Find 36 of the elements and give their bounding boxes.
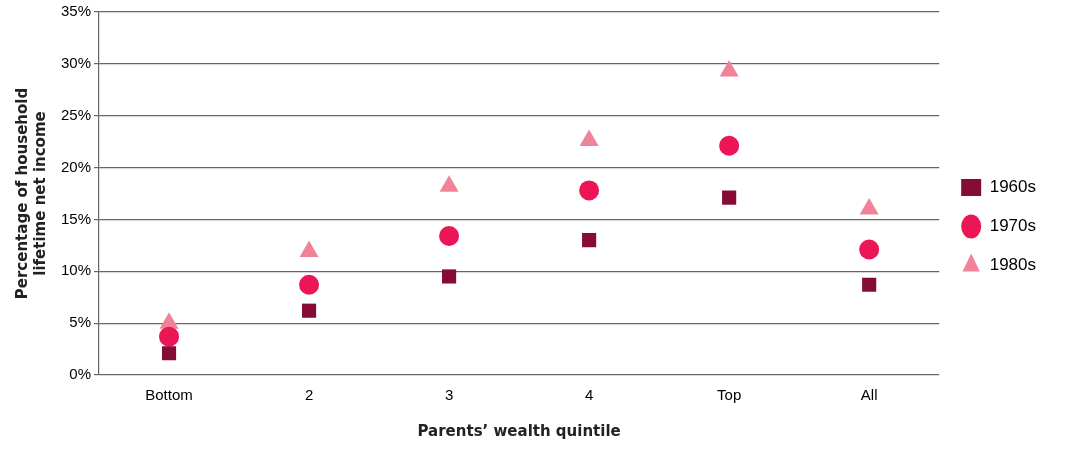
y-tick-label: 25% (60, 105, 92, 123)
point (579, 180, 600, 201)
x-tick-label: 2 (304, 386, 314, 404)
point (862, 277, 877, 292)
x-tick-label: Top (717, 386, 742, 404)
point (722, 190, 737, 205)
point (442, 269, 457, 284)
point (719, 135, 740, 156)
point (582, 233, 597, 248)
point (159, 326, 180, 347)
y-axis-title: Percentage of household lifetime net income (12, 87, 49, 300)
legend-label: 1970s (989, 216, 1037, 236)
point (859, 239, 880, 260)
point (299, 240, 319, 258)
point (161, 346, 177, 361)
legend-label: 1980s (989, 255, 1037, 275)
point (719, 60, 739, 77)
y-tick-label: 15% (60, 209, 92, 227)
point (299, 274, 320, 295)
x-tick-label: 4 (584, 386, 594, 404)
point (439, 226, 460, 247)
y-tick-label: 5% (69, 313, 92, 331)
legend-label: 1960s (989, 177, 1037, 197)
y-tick-label: 0% (69, 365, 92, 383)
y-tick-label: 35% (60, 2, 92, 20)
x-tick-label: Bottom (145, 386, 193, 404)
y-tick-label: 30% (60, 54, 92, 71)
point (439, 175, 459, 192)
y-tick-label: 10% (60, 261, 92, 279)
point (579, 129, 599, 147)
x-tick-label: 3 (444, 386, 454, 404)
point (301, 303, 317, 318)
y-tick-label: 20% (60, 157, 92, 175)
x-axis-title: Parents’ wealth quintile (417, 421, 621, 440)
x-tick-label: All (860, 386, 878, 404)
point (859, 198, 879, 215)
